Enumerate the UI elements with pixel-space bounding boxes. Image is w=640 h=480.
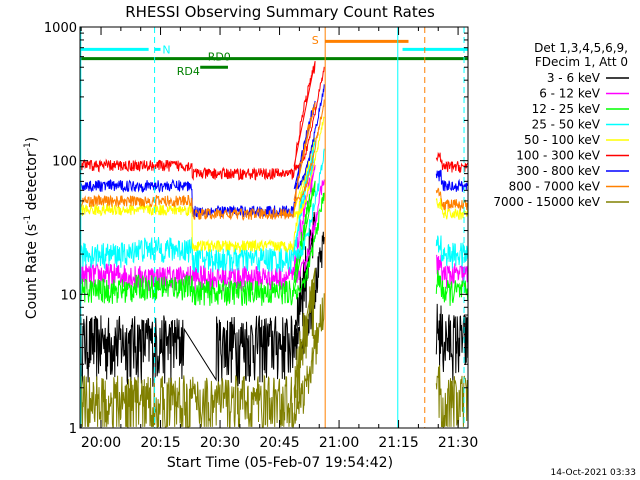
legend-label-6: 300 - 800 keV [516,164,600,178]
x-tick-label-5: 21:15 [378,435,418,451]
legend-label-4: 50 - 100 keV [524,133,601,147]
legend-header-line-2: FDecim 1, Att 0 [535,55,628,69]
series-3 [79,140,469,273]
series-8 [79,267,469,429]
legend-header-line-1: Det 1,3,4,5,6,9, [534,41,628,55]
legend-label-1: 6 - 12 keV [539,87,601,101]
series-5 [79,61,469,181]
series-line-before-6 [79,84,325,219]
legend-label-0: 3 - 6 keV [547,71,601,85]
axes-layer: 20:00 20:15 20:30 20:45 21:00 21:15 21:30 1 10 10… [44,21,478,451]
series-line-after-6 [435,169,469,192]
flag-label-3: RD4 [177,65,200,78]
flag-label-2: RD0 [208,51,231,64]
series-line-after-8 [435,364,469,429]
x-tick-label-0: 20:00 [81,435,121,451]
series-line-after-2 [435,269,469,306]
chart-title: RHESSI Observing Summary Count Rates [125,3,435,21]
y-tick-label-0: 1 [69,422,77,437]
x-tick-label-1: 20:15 [140,435,180,451]
x-tick-label-6: 21:30 [438,435,478,451]
flag-label-1: S [312,34,319,47]
legend-label-2: 12 - 25 keV [532,102,601,116]
series-7 [79,99,469,222]
y-tick-label-1: 10 [60,288,77,303]
y-axis-label-end: ) [24,137,40,142]
series-1 [79,161,469,292]
x-tick-label-4: 21:00 [319,435,359,451]
series-line-after-4 [435,198,469,220]
y-axis-label: Count Rate (s-1 detector-1) [23,137,40,319]
flag-layer: N S RD0 RD4 [80,34,468,78]
series-0 [79,211,469,387]
y-axis-label-sup1: -1 [23,215,33,224]
legend-label-3: 25 - 50 keV [532,118,601,132]
legend: Det 1,3,4,5,6,9, FDecim 1, Att 0 3 - 6 k… [493,41,629,209]
series-6 [79,84,469,219]
footer-date: 14-Oct-2021 03:33 [551,468,636,478]
x-tick-label-2: 20:30 [200,435,240,451]
x-axis-label: Start Time (05-Feb-07 19:54:42) [167,455,393,471]
series-line-after-7 [435,187,469,211]
series-line-after-0 [435,303,469,384]
series-line-after-3 [435,235,469,269]
series-2 [79,180,469,307]
legend-label-7: 800 - 7000 keV [509,180,601,194]
plot-frame [79,26,469,429]
x-tick-label-3: 20:45 [259,435,299,451]
series-line-before-2 [79,180,325,307]
legend-label-5: 100 - 300 keV [516,149,600,163]
y-tick-label-2: 100 [52,155,77,170]
legend-label-8: 7000 - 15000 keV [493,195,600,209]
series-line-before-8 [79,267,325,428]
series-line-before-5 [79,61,325,181]
vline-layer [80,27,465,428]
y-tick-label-3: 1000 [44,21,77,36]
y-axis-label-main: Count Rate (s [24,224,40,319]
series-line-before-7 [79,99,325,222]
y-axis-label-sup2: -1 [23,142,33,151]
series-line-before-1 [79,161,325,292]
series-line-after-5 [435,151,469,173]
y-axis-label-mid: detector [24,151,40,215]
series-layer [79,61,469,429]
flag-label-0: N [162,43,170,56]
